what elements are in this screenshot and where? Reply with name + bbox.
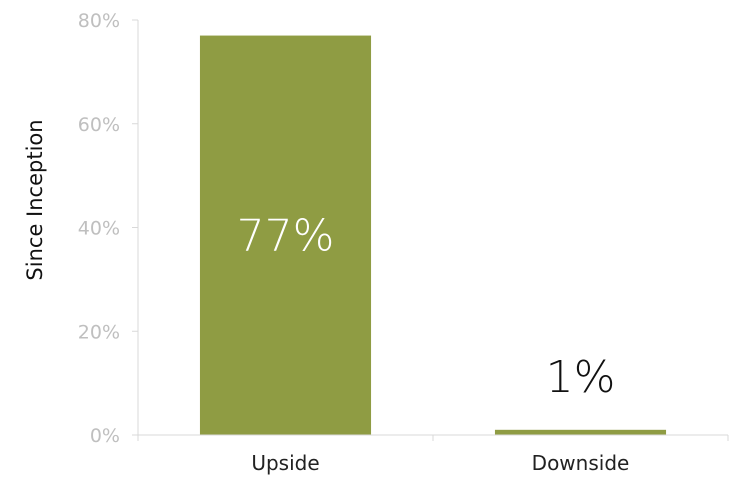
y-axis-title: Since Inception <box>23 119 47 280</box>
x-category-label: Downside <box>532 451 630 475</box>
y-tick-label: 0% <box>90 425 120 447</box>
y-tick-label: 60% <box>78 114 120 136</box>
y-tick-label: 40% <box>78 218 120 240</box>
y-tick-label: 20% <box>78 321 120 343</box>
bar-downside <box>494 429 667 435</box>
x-category-label: Upside <box>251 451 319 475</box>
bars: 77% 1% <box>199 35 667 435</box>
y-tick-label: 80% <box>78 10 120 32</box>
x-axis: Upside Downside <box>137 434 729 475</box>
bar-upside <box>199 35 372 435</box>
data-label-upside: 77% <box>237 210 335 261</box>
y-axis: 0% 20% 40% 60% 80% <box>78 10 139 447</box>
data-label-downside: 1% <box>546 352 616 403</box>
